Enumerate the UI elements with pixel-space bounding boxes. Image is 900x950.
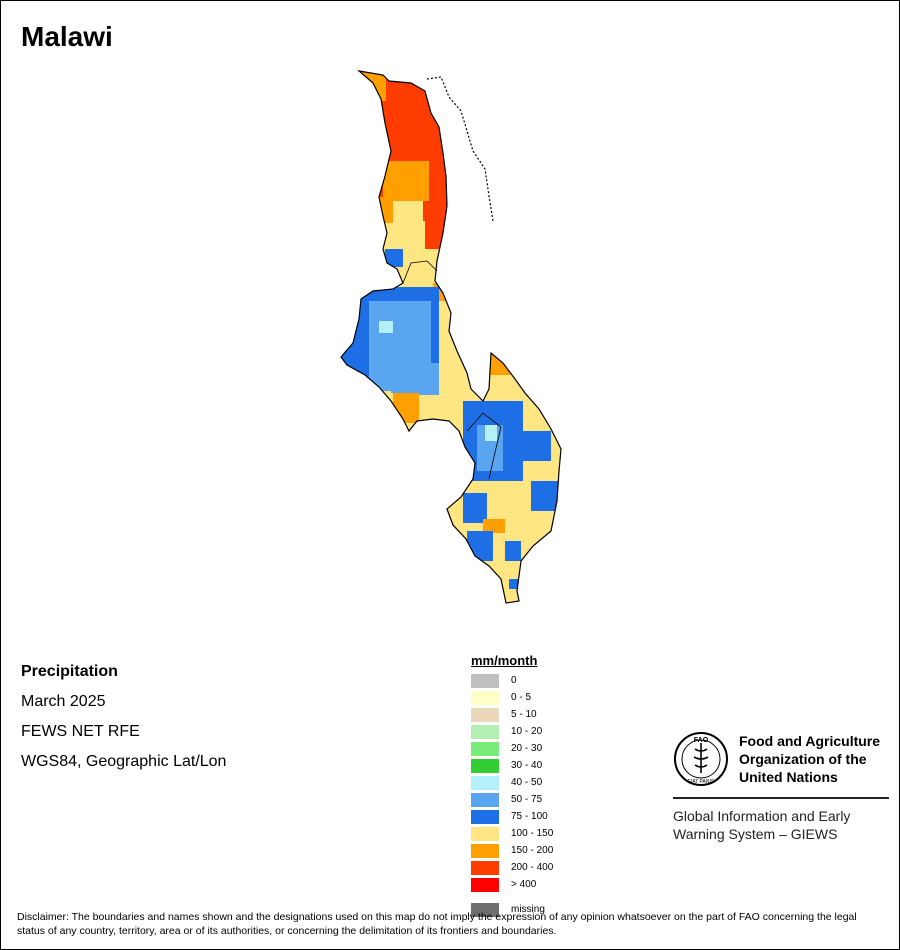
fao-org-line-3: United Nations: [739, 769, 838, 785]
map-zone-75-100-north: [385, 249, 403, 267]
legend-item: 10 - 20: [471, 723, 553, 740]
projection-label: WGS84, Geographic Lat/Lon: [21, 753, 227, 770]
legend-item-missing: missing: [471, 901, 553, 918]
map-zone-75-100-far-south: [463, 493, 487, 523]
precipitation-map: [340, 70, 562, 604]
legend-label: 150 - 200: [511, 845, 554, 856]
legend-label: 0: [511, 675, 517, 686]
legend-item: 30 - 40: [471, 757, 553, 774]
map-zone-150-200-south-west: [393, 393, 419, 423]
map-zone-100-150-west-south: [341, 391, 391, 431]
legend-swatch-missing: [471, 902, 499, 917]
map-zone-150-200-far-south: [483, 519, 505, 533]
legend-classes: 0 0 - 5 5 - 10 10 - 20 20 - 30 30 - 40 40 - 50…: [471, 672, 553, 893]
map-zone-75-100-lower-south-east: [505, 541, 521, 561]
variable-label: Precipitation: [21, 663, 118, 680]
map-title: Malawi: [21, 21, 113, 52]
regional-boundary-north: [402, 260, 438, 284]
legend-swatch: [471, 877, 499, 892]
period-label: March 2025: [21, 693, 106, 710]
legend-item: 5 - 10: [471, 706, 553, 723]
fao-logo-letters: FAO: [694, 737, 709, 744]
legend-label: 40 - 50: [511, 777, 543, 788]
lake-eastern-shore: [426, 76, 494, 222]
legend-swatch: [471, 809, 499, 824]
legend-label: 20 - 30: [511, 743, 543, 754]
legend-label: 100 - 150: [511, 828, 554, 839]
legend-label: 10 - 20: [511, 726, 543, 737]
giews-line-1: Global Information and Early: [673, 808, 851, 824]
map-zone-200-400-north-east: [425, 201, 449, 249]
legend-swatch: [471, 792, 499, 807]
legend-swatch: [471, 775, 499, 790]
legend-item: 40 - 50: [471, 774, 553, 791]
legend-label: 75 - 100: [511, 811, 548, 822]
legend-label: 5 - 10: [511, 709, 537, 720]
fao-header: FAO FIAT PANIS Food and Agriculture Orga…: [673, 731, 889, 787]
map-zone-75-100-south-east: [521, 431, 551, 461]
legend-item: 100 - 150: [471, 825, 553, 842]
giews-name: Global Information and Early Warning Sys…: [673, 807, 889, 843]
map-zone-75-100-far-south-east: [531, 481, 559, 511]
map-info: Precipitation March 2025 FEWS NET RFE WG…: [21, 657, 226, 777]
giews-line-2: Warning System – GIEWS: [673, 826, 838, 842]
fao-logo-motto: FIAT PANIS: [688, 779, 715, 785]
legend-label-missing: missing: [511, 904, 545, 915]
legend-label: 30 - 40: [511, 760, 543, 771]
legend-swatch: [471, 826, 499, 841]
source-label: FEWS NET RFE: [21, 723, 140, 740]
legend-swatch: [471, 707, 499, 722]
legend-swatch: [471, 758, 499, 773]
legend-title: mm/month: [471, 653, 538, 668]
fao-org-line-1: Food and Agriculture: [739, 733, 881, 749]
legend-swatch: [471, 724, 499, 739]
legend-item: > 400: [471, 876, 553, 893]
legend-item: 200 - 400: [471, 859, 553, 876]
legend-item: 75 - 100: [471, 808, 553, 825]
fao-logo-icon: FAO FIAT PANIS: [674, 732, 728, 786]
legend-label: 0 - 5: [511, 692, 532, 703]
legend-swatch: [471, 860, 499, 875]
fao-organization-name: Food and Agriculture Organization of the…: [739, 732, 880, 786]
legend-item: 150 - 200: [471, 842, 553, 859]
disclaimer: Disclaimer: The boundaries and names sho…: [17, 911, 857, 937]
map-zone-40-50-west: [379, 321, 393, 333]
legend: mm/month 0 0 - 5 5 - 10 10 - 20 20 - 30 30 - …: [471, 653, 553, 918]
legend-swatch: [471, 690, 499, 705]
fao-org-line-2: Organization of the: [739, 751, 867, 767]
map-zone-50-75-west-south: [411, 363, 441, 395]
legend-item: 0: [471, 672, 553, 689]
legend-item: 0 - 5: [471, 689, 553, 706]
regional-boundary-south: [466, 412, 502, 480]
legend-swatch: [471, 673, 499, 688]
legend-label: 200 - 400: [511, 862, 554, 873]
legend-swatch: [471, 741, 499, 756]
legend-item: 20 - 30: [471, 740, 553, 757]
legend-label: 50 - 75: [511, 794, 543, 805]
map-zone-150-200-north: [383, 161, 429, 201]
map-zone-40-50-south: [485, 425, 497, 441]
legend-label: > 400: [511, 879, 537, 890]
fao-divider: [673, 797, 889, 799]
map-zone-75-100-lower-south: [467, 531, 493, 561]
map-zone-75-100-tip-south: [509, 579, 523, 589]
fao-block: FAO FIAT PANIS Food and Agriculture Orga…: [673, 731, 889, 843]
legend-item: 50 - 75: [471, 791, 553, 808]
legend-swatch: [471, 843, 499, 858]
malawi-boundary: [340, 70, 562, 604]
